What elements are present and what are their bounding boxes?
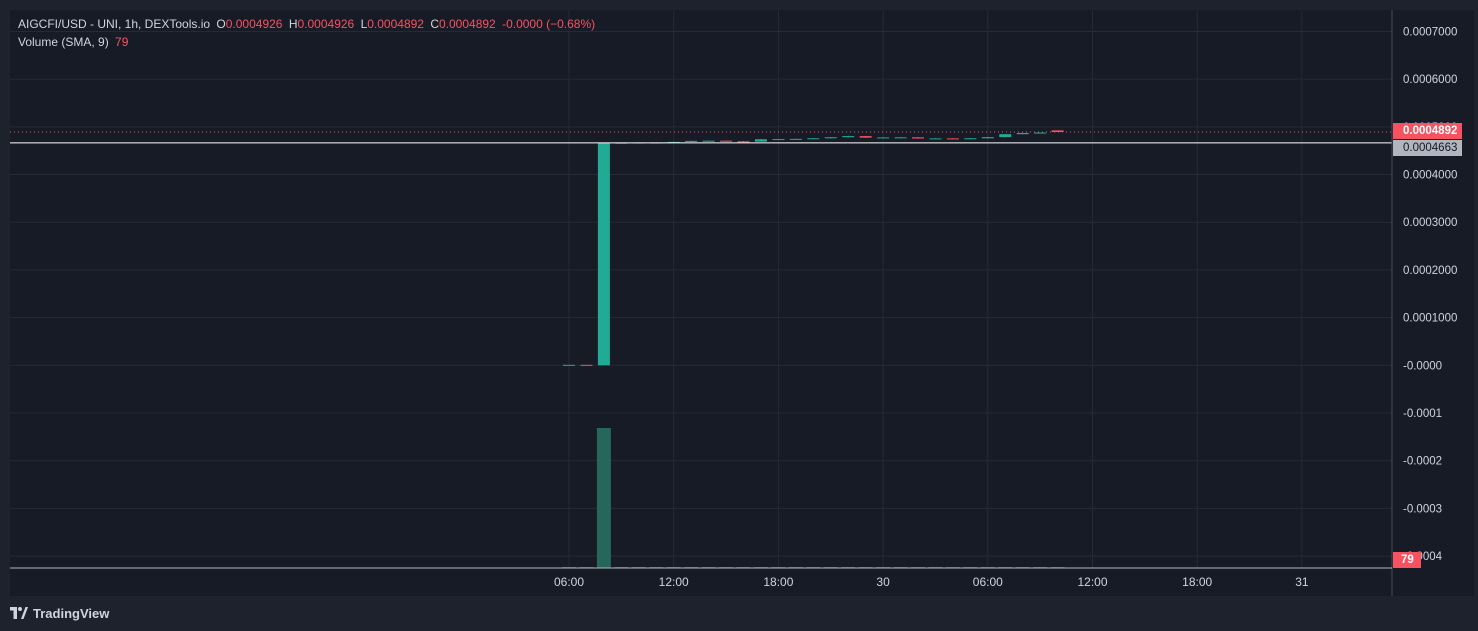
candle-body xyxy=(929,138,942,140)
x-tick-label: 12:00 xyxy=(1077,575,1107,589)
y-tick-label: 0.0007000 xyxy=(1403,26,1457,38)
x-tick-label: 06:00 xyxy=(973,575,1003,589)
candle-body xyxy=(859,136,872,138)
y-axis[interactable]: 0.00070000.00060000.00050000.00040000.00… xyxy=(1391,10,1457,596)
candle-body xyxy=(894,137,907,139)
chart-frame[interactable] xyxy=(10,10,1474,596)
price-lines xyxy=(10,131,1392,144)
x-tick-label: 18:00 xyxy=(1182,575,1212,589)
candle-body xyxy=(789,138,802,140)
x-tick-label: 12:00 xyxy=(659,575,689,589)
y-tick-label: -0.0002 xyxy=(1403,456,1442,468)
candle-body xyxy=(754,139,767,142)
candle-body xyxy=(964,138,977,140)
candle-body xyxy=(737,141,750,143)
y-tick-label: 0.0003000 xyxy=(1403,217,1457,229)
candle-body xyxy=(720,140,733,142)
x-tick-label: 31 xyxy=(1295,575,1309,589)
candles xyxy=(563,130,1064,366)
candle-body xyxy=(667,141,680,143)
grid xyxy=(10,10,1392,568)
y-tick-label: -0.0003 xyxy=(1403,503,1442,515)
tradingview-icon xyxy=(10,607,28,619)
x-tick-label: 18:00 xyxy=(763,575,793,589)
x-tick-label: 30 xyxy=(876,575,890,589)
volume-legend-label[interactable]: Volume (SMA, 9) xyxy=(18,35,109,49)
y-tick-label: 0.0002000 xyxy=(1403,265,1457,277)
candle-body xyxy=(1034,132,1047,134)
symbol-title[interactable]: AIGCFI/USD - UNI, 1h, DEXTools.io xyxy=(18,17,211,31)
candle-body xyxy=(563,364,575,366)
candle-body xyxy=(580,364,593,366)
volume-legend: Volume (SMA, 9) 79 xyxy=(18,35,131,49)
last-price-tag: 0.0004892 xyxy=(1393,123,1462,139)
volume-bars xyxy=(562,428,1065,568)
candle-body xyxy=(946,138,959,140)
high-legend: H0.0004926 xyxy=(288,17,355,31)
close-legend: C0.0004892 xyxy=(430,17,496,31)
candle-body xyxy=(912,137,924,139)
price-chart[interactable]: 0.00070000.00060000.00050000.00040000.00… xyxy=(0,0,1478,600)
volume-bar xyxy=(596,428,611,568)
y-tick-label: -0.0001 xyxy=(1403,408,1442,420)
candle-body xyxy=(807,138,820,140)
candle-body xyxy=(981,137,994,139)
change-value: -0.0000 (−0.68%) xyxy=(502,17,596,31)
ohlc-legend: AIGCFI/USD - UNI, 1h, DEXTools.io O0.000… xyxy=(18,17,598,31)
volume-tag: 79 xyxy=(1393,552,1421,568)
y-tick-label: 0.0001000 xyxy=(1403,313,1457,325)
open-legend: O0.0004926 xyxy=(216,17,283,31)
candle-body xyxy=(702,140,715,142)
candle-body xyxy=(772,139,785,141)
candle-body xyxy=(685,140,698,142)
low-legend: L0.0004892 xyxy=(360,17,424,31)
crosshair-price-tag: 0.0004663 xyxy=(1393,140,1462,156)
volume-legend-value: 79 xyxy=(115,35,129,49)
candle-body xyxy=(824,137,837,139)
y-tick-label: 0.0006000 xyxy=(1403,74,1457,86)
tradingview-logo[interactable]: TradingView xyxy=(10,604,109,622)
brand-label: TradingView xyxy=(33,605,110,621)
candle-body xyxy=(842,136,855,138)
y-tick-label: -0.0000 xyxy=(1403,360,1442,372)
x-axis[interactable]: 06:00 12:00 18:00 30 06:00 12:00 18:00 31 xyxy=(10,567,1392,589)
candle-body xyxy=(1051,130,1064,132)
y-tick-label: 0.0004000 xyxy=(1403,170,1457,182)
candle-body xyxy=(597,142,610,366)
x-tick-label: 06:00 xyxy=(554,575,584,589)
candle-body xyxy=(1016,132,1029,135)
candle-body xyxy=(877,137,890,139)
candle-body xyxy=(999,134,1012,138)
